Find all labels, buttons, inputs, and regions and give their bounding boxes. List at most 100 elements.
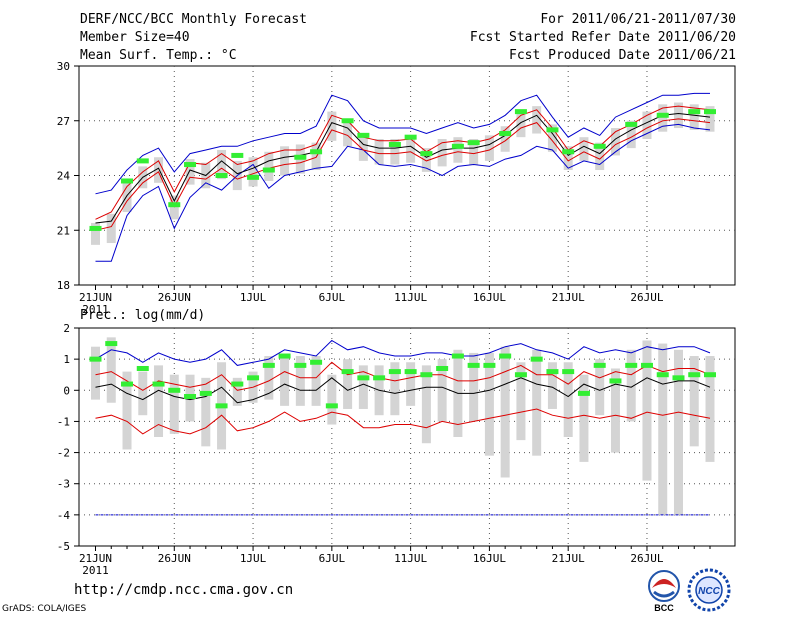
temp-x-tick-label: 26JUL bbox=[630, 291, 663, 304]
temp-spread-box bbox=[217, 149, 227, 180]
precip-observed-marker bbox=[672, 375, 685, 381]
temp-spread-box bbox=[185, 159, 195, 185]
ncc-logo: NCC bbox=[687, 568, 731, 612]
temp-spread-box bbox=[280, 146, 290, 176]
temp-observed-marker bbox=[420, 151, 433, 157]
precip-observed-marker bbox=[373, 375, 386, 381]
temp-observed-marker bbox=[184, 162, 197, 168]
precip-spread-box bbox=[295, 356, 305, 406]
precip-spread-box bbox=[311, 356, 321, 406]
temp-observed-marker bbox=[404, 134, 417, 140]
temp-observed-marker bbox=[514, 109, 527, 115]
temp-y-tick-label: 18 bbox=[57, 279, 70, 292]
temp-spread-box bbox=[264, 151, 274, 181]
variable-label: Mean Surf. Temp.: °C bbox=[80, 48, 237, 63]
temp-spread-box bbox=[516, 113, 526, 138]
precip-observed-marker bbox=[89, 356, 102, 362]
precip-observed-marker bbox=[577, 390, 590, 396]
precip-observed-marker bbox=[467, 362, 480, 368]
temp-y-tick-label: 27 bbox=[57, 115, 70, 128]
temp-observed-marker bbox=[310, 149, 323, 155]
temp-series-lower bbox=[95, 118, 711, 231]
temp-spread-box bbox=[689, 104, 699, 130]
temp-plot-frame bbox=[78, 65, 736, 286]
precip-observed-marker bbox=[593, 362, 606, 368]
temp-observed-marker bbox=[357, 132, 370, 138]
bcc-logo: BCC bbox=[648, 570, 680, 613]
precip-x-year-label: 2011 bbox=[82, 564, 109, 577]
temp-spread-box bbox=[106, 213, 116, 244]
temp-observed-marker bbox=[341, 118, 354, 124]
precip-x-tick-label: 26JUL bbox=[630, 552, 663, 565]
temp-spread-box bbox=[358, 135, 368, 161]
temp-spread-box bbox=[390, 139, 400, 165]
temp-y-tick-label: 30 bbox=[57, 60, 70, 73]
temp-observed-marker bbox=[294, 154, 307, 160]
precip-spread-box bbox=[327, 374, 337, 425]
precip-spread-box bbox=[122, 371, 132, 450]
precip-observed-marker bbox=[310, 359, 323, 365]
temp-observed-marker bbox=[546, 127, 559, 133]
precip-observed-marker bbox=[640, 362, 653, 368]
precip-observed-marker bbox=[451, 353, 464, 359]
precip-observed-marker bbox=[215, 403, 228, 409]
precip-spread-box bbox=[579, 374, 589, 462]
precip-x-tick-label: 16JUL bbox=[473, 552, 506, 565]
temp-y-tick-label: 24 bbox=[57, 170, 71, 183]
precip-spread-box bbox=[626, 349, 636, 422]
precip-spread-box bbox=[264, 356, 274, 400]
ncc-logo-text: NCC bbox=[698, 586, 720, 597]
precip-x-tick-label: 11JUL bbox=[394, 552, 427, 565]
precip-y-tick-label: -1 bbox=[57, 415, 70, 428]
temp-observed-marker bbox=[89, 225, 102, 231]
temp-observed-marker bbox=[451, 143, 464, 149]
precip-spread-box bbox=[91, 346, 100, 400]
temp-series-min bbox=[95, 92, 710, 195]
precip-spread-box bbox=[500, 346, 510, 478]
temp-spread-box bbox=[91, 222, 100, 245]
temp-observed-marker bbox=[136, 158, 149, 164]
precip-series-mean bbox=[95, 377, 711, 404]
source-url[interactable]: http://cmdp.ncc.cma.gov.cn bbox=[74, 582, 294, 598]
temp-x-tick-label: 21JUL bbox=[552, 291, 585, 304]
temp-spread-box bbox=[579, 137, 589, 161]
precip-spread-box bbox=[169, 374, 179, 434]
bcc-logo-text: BCC bbox=[654, 603, 674, 613]
precip-spread-box bbox=[106, 337, 116, 403]
precip-observed-marker bbox=[199, 390, 212, 396]
precip-spread-box bbox=[658, 343, 668, 515]
temp-spread-box bbox=[327, 111, 337, 141]
precip-x-tick-label: 6JUL bbox=[319, 552, 346, 565]
temp-spread-box bbox=[469, 139, 479, 165]
precip-spread-box bbox=[595, 359, 605, 416]
temp-spread-box bbox=[154, 157, 164, 183]
precip-observed-marker bbox=[341, 369, 354, 375]
precip-observed-marker bbox=[278, 353, 291, 359]
temp-series-mean bbox=[95, 112, 711, 224]
temp-observed-marker bbox=[388, 141, 401, 147]
temp-observed-marker bbox=[593, 143, 606, 149]
temp-x-tick-label: 1JUL bbox=[240, 291, 267, 304]
precip-spread-box bbox=[201, 377, 211, 447]
temp-spread-box bbox=[374, 139, 384, 165]
temp-spread-box bbox=[563, 146, 573, 171]
precip-y-tick-label: -2 bbox=[57, 447, 70, 460]
temp-series-upper bbox=[95, 105, 711, 220]
temp-observed-marker bbox=[168, 202, 181, 208]
temp-x-year-label: 2011 bbox=[82, 303, 109, 316]
temp-observed-marker bbox=[704, 109, 716, 115]
precip-series-max bbox=[95, 339, 711, 366]
temp-x-tick-label: 11JUL bbox=[394, 291, 427, 304]
precip-observed-marker bbox=[514, 372, 527, 378]
precip-observed-marker bbox=[546, 369, 559, 375]
temp-observed-marker bbox=[231, 152, 244, 158]
temp-spread-box bbox=[406, 137, 416, 163]
temp-spread-box bbox=[343, 118, 353, 147]
precip-spread-box bbox=[437, 359, 447, 422]
temp-spread-box bbox=[595, 142, 605, 171]
precip-observed-marker bbox=[121, 381, 134, 387]
temp-observed-marker bbox=[467, 140, 480, 146]
precip-observed-marker bbox=[436, 365, 449, 371]
temp-observed-marker bbox=[121, 178, 134, 184]
precip-observed-marker bbox=[247, 375, 260, 381]
